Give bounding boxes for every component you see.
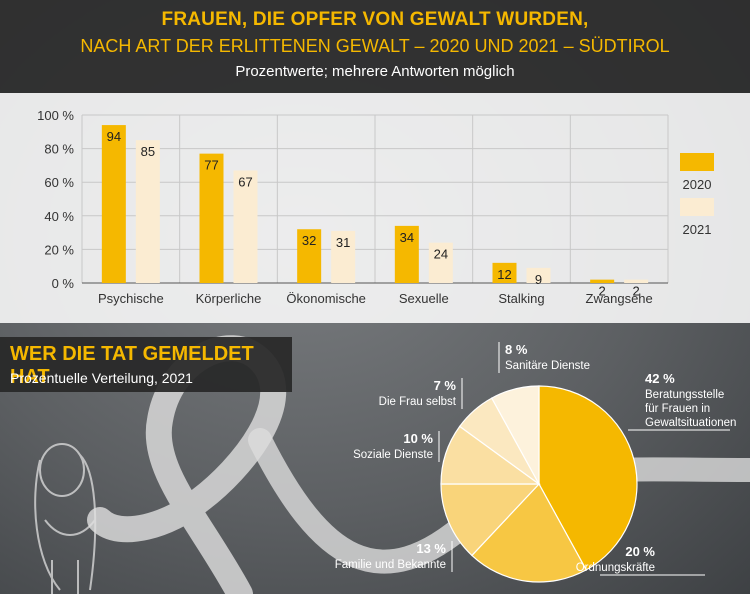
chart-title-line2: NACH ART DER ERLITTENEN GEWALT – 2020 UN… [80, 36, 670, 56]
bar-value-label: 2 [633, 284, 640, 299]
y-tick-label: 100 % [37, 108, 74, 123]
bar-chart: 100 % 80 % 60 % 40 % 20 % 0 % 94 85 Psychische 77… [0, 93, 750, 323]
chart-subtitle: Prozentwerte; mehrere Antworten möglich [235, 63, 515, 80]
y-tick-label: 80 % [44, 142, 74, 157]
x-tick-label: Zwangsehe [586, 291, 653, 306]
bar-value-label: 32 [302, 233, 316, 248]
bar-value-label: 24 [434, 247, 448, 262]
pie-percent-label: 10 % [403, 431, 433, 446]
bar-value-label: 12 [497, 267, 511, 282]
pie-category-label: Soziale Dienste [353, 449, 433, 461]
pie-slice [471, 482, 588, 583]
bar-value-label: 85 [141, 144, 155, 159]
legend-label: 2021 [683, 222, 712, 237]
pie-category-label: Ordnungskräfte [576, 562, 655, 574]
header-banner: FRAUEN, DIE OPFER VON GEWALT WURDEN, NAC… [0, 0, 750, 93]
pie-percent-label: 7 % [434, 378, 457, 393]
y-tick-label: 60 % [44, 175, 74, 190]
chart-title-line1: FRAUEN, DIE OPFER VON GEWALT WURDEN, [161, 9, 589, 30]
section2-subtitle: Prozentuelle Verteilung, 2021 [10, 370, 193, 386]
bar [233, 170, 258, 283]
bar [199, 153, 224, 283]
x-tick-label: Ökonomische [286, 291, 365, 306]
bar-value-label: 94 [107, 129, 121, 144]
bar-value-label: 67 [238, 174, 252, 189]
pie-category-label: Familie und Bekannte [335, 559, 446, 571]
y-tick-label: 20 % [44, 242, 74, 257]
legend-label: 2020 [683, 177, 712, 192]
bar-value-label: 2 [599, 284, 606, 299]
bar [331, 230, 356, 283]
bar [135, 140, 160, 283]
section2-banner: WER DIE TAT GEMELDET HAT Prozentuelle Ve… [0, 337, 292, 392]
bar [101, 125, 126, 283]
bar [590, 279, 615, 283]
legend-swatch [680, 198, 714, 216]
pie-category-label: für Frauen in [645, 403, 710, 415]
section2-title: WER DIE TAT GEMELDET HAT [10, 343, 254, 388]
pie-percent-label: 13 % [416, 541, 446, 556]
x-tick-label: Körperliche [196, 291, 262, 306]
bar [297, 229, 322, 283]
woman-silhouette-icon [34, 443, 97, 594]
pie-category-label: Sanitäre Dienste [505, 360, 590, 372]
bar [492, 262, 517, 283]
pie-percent-label: 8 % [505, 342, 528, 357]
x-tick-label: Psychische [98, 291, 164, 306]
bar-value-label: 34 [400, 230, 414, 245]
bar [428, 242, 453, 283]
pie-category-label: Beratungsstelle [645, 389, 724, 401]
y-tick-label: 0 % [52, 276, 75, 291]
x-tick-label: Sexuelle [399, 291, 449, 306]
bar-value-label: 9 [535, 272, 542, 287]
bar [394, 225, 419, 283]
bar-value-label: 31 [336, 235, 350, 250]
bar-value-label: 77 [204, 158, 218, 173]
legend-swatch [680, 153, 714, 171]
pie-slice [538, 385, 638, 571]
pie-category-label: Gewaltsituationen [645, 417, 736, 429]
y-tick-label: 40 % [44, 209, 74, 224]
pie-slice [440, 483, 541, 557]
pie-slice [490, 385, 540, 485]
bar [624, 279, 649, 283]
pie-percent-label: 20 % [625, 544, 655, 559]
bar [526, 267, 551, 283]
pie-category-label: Die Frau selbst [379, 396, 457, 408]
pie-percent-label: 42 % [645, 371, 675, 386]
x-tick-label: Stalking [498, 291, 544, 306]
